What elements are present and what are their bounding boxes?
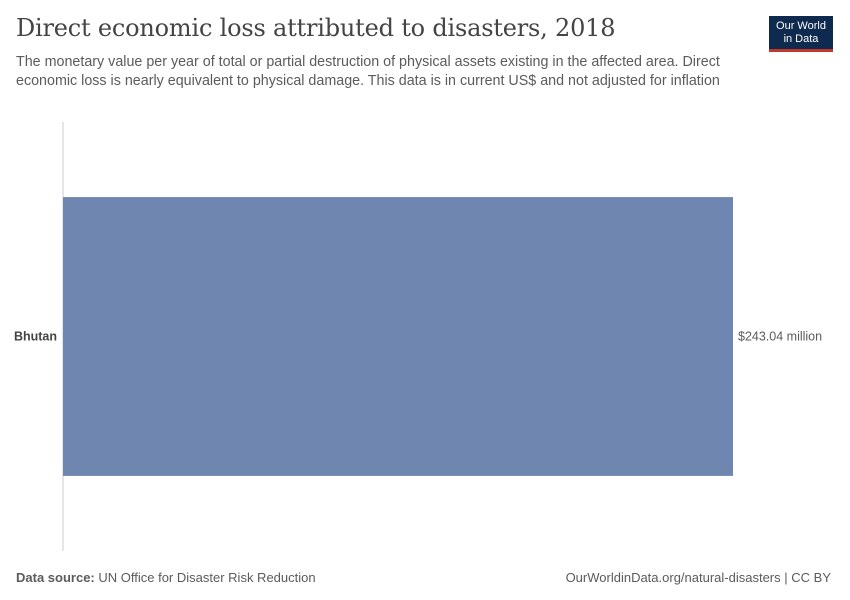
footer-attribution: OurWorldinData.org/natural-disasters | C…	[566, 570, 831, 585]
footer-separator: |	[784, 570, 792, 585]
chart-subtitle: The monetary value per year of total or …	[16, 54, 720, 89]
bar-bhutan[interactable]	[63, 197, 733, 476]
owid-logo[interactable]: Our World in Data	[769, 16, 833, 52]
logo-line-2: in Data	[783, 33, 819, 45]
data-source: Data source: UN Office for Disaster Risk…	[16, 570, 316, 585]
license-text: CC BY	[791, 570, 831, 585]
data-source-text: UN Office for Disaster Risk Reduction	[98, 570, 316, 585]
logo-line-1: Our World	[776, 20, 826, 32]
data-source-label: Data source:	[16, 570, 95, 585]
source-link[interactable]: OurWorldinData.org/natural-disasters	[565, 570, 781, 585]
chart-title: Direct economic loss attributed to disas…	[16, 14, 616, 42]
category-label: Bhutan	[14, 330, 57, 344]
value-label: $243.04 million	[738, 330, 822, 344]
